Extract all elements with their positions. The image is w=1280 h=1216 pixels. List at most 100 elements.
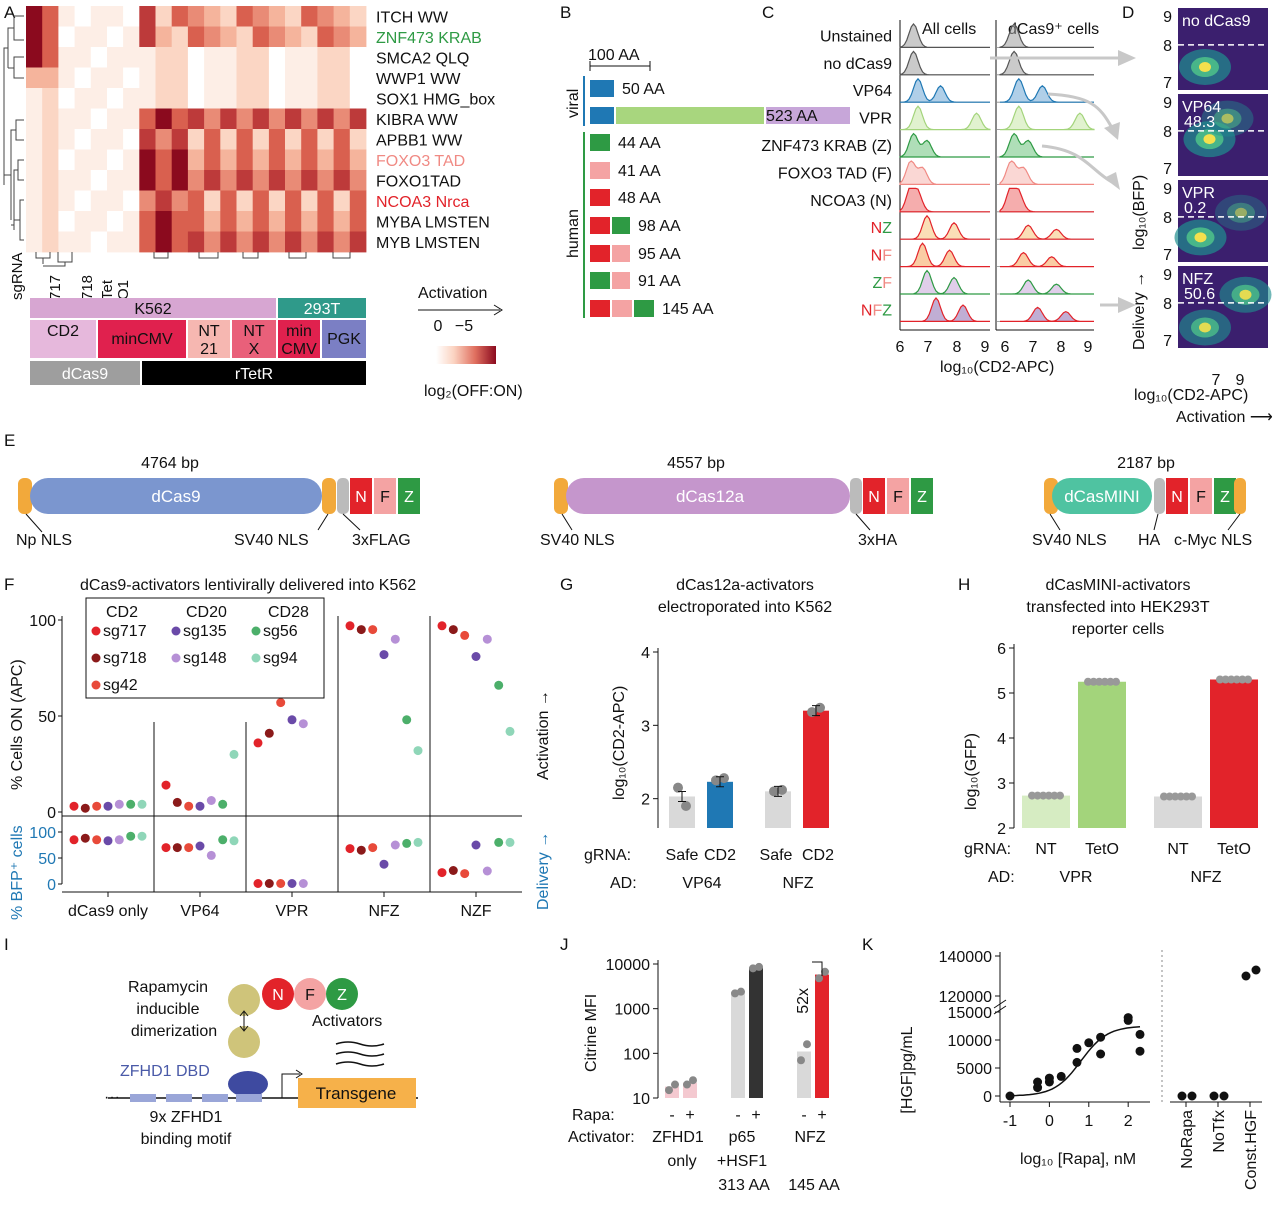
dimerizer-top — [228, 984, 260, 1016]
legend-title: Activation — [418, 285, 487, 302]
d-xlabel2: Activation ⟶ — [1176, 409, 1273, 426]
heatmap-cell — [155, 211, 173, 232]
h-ad-0: VPR — [1060, 869, 1093, 886]
panel-d-label: D — [1122, 3, 1134, 22]
histogram — [1000, 251, 1094, 268]
f-point-on — [460, 630, 470, 640]
f-point-bfp — [448, 866, 458, 875]
k-ytick-label: 5000 — [956, 1061, 992, 1078]
heatmap-cell — [285, 47, 302, 68]
heatmap-cell — [220, 26, 237, 48]
histogram — [999, 50, 1094, 76]
reporter-mincmv-bar — [98, 320, 186, 358]
heatmap-cell — [317, 231, 334, 253]
density-peak — [1235, 207, 1247, 218]
density-value: 0.2 — [1184, 200, 1206, 217]
density-peak — [1239, 289, 1252, 300]
f-scatter-plot: 0 0 50 50 100 100 dCas9 only VP64 VPR NFZ NZF CD2 CD… — [29, 597, 522, 920]
heatmap-cell — [26, 47, 43, 68]
c-xtick-7b: 7 — [1029, 339, 1038, 356]
heatmap-cell — [107, 26, 124, 48]
h-ytick-label: 4 — [997, 731, 1006, 748]
h-point — [1171, 792, 1180, 801]
heatmap-cell — [58, 67, 75, 89]
k-point — [1033, 1077, 1043, 1087]
heatmap-cell — [333, 190, 351, 212]
f-point-bfp — [345, 844, 355, 854]
heatmap-row-label: APBB1 WW — [376, 132, 463, 149]
panel-h-label: H — [958, 575, 970, 594]
g-ad-1: NFZ — [782, 875, 813, 892]
heatmap-cell — [26, 211, 43, 232]
panel-f: F dCas9-activators lentivirally delivere… — [4, 575, 552, 920]
heatmap-cell — [301, 170, 318, 191]
heatmap-cell — [74, 129, 92, 150]
nfz-domain-label: N — [868, 489, 880, 506]
h-ytick-label: 5 — [997, 686, 1006, 703]
c-xtick-9b: 9 — [1084, 339, 1093, 356]
heatmap-row-label: KIBRA WW — [376, 112, 459, 129]
h-bar-chart: 6 5 4 3 2 — [997, 641, 1258, 838]
k-point — [1084, 1038, 1094, 1048]
heatmap-cell — [333, 6, 351, 27]
f-point-bfp — [471, 840, 481, 850]
heatmap-cell — [26, 6, 43, 27]
heatmap-cell — [74, 26, 92, 48]
g-bar-chart: 4 3 2 — [641, 645, 829, 828]
heatmap-cell — [139, 231, 156, 253]
h-point — [1221, 675, 1230, 684]
d-ytick: 8 — [1163, 38, 1172, 55]
heatmap-cell — [268, 149, 286, 171]
heatmap-cell — [90, 6, 108, 27]
heatmap-cell — [349, 108, 367, 130]
k-ytick-label: 140000 — [939, 949, 992, 966]
h-point — [1227, 675, 1236, 684]
histogram — [999, 187, 1094, 213]
histogram — [999, 160, 1094, 185]
heatmap-cell — [236, 149, 254, 171]
heatmap-cell — [252, 47, 270, 68]
heatmap-cell — [74, 190, 92, 212]
legend-colorbar — [436, 346, 496, 364]
histogram-row-label: no dCas9 — [824, 56, 893, 73]
293t-label: 293T — [304, 301, 341, 318]
domain-segment — [634, 300, 654, 317]
heatmap-cell — [139, 67, 156, 89]
j-point — [737, 987, 745, 996]
activators-label: Activators — [312, 1013, 382, 1030]
nfz-domain — [1214, 478, 1236, 514]
c-xtick-9a: 9 — [981, 339, 990, 356]
h-bar — [1022, 795, 1070, 828]
dcasmini-nls-label: SV40 NLS — [1032, 532, 1107, 549]
f-point-bfp — [356, 845, 366, 855]
heatmap-cell — [236, 231, 254, 253]
heatmap-cell — [236, 88, 254, 109]
heatmap-cell — [220, 88, 237, 109]
heatmap-cell — [155, 88, 173, 109]
heatmap-cell — [349, 47, 367, 68]
j-rapa-sign: + — [751, 1107, 760, 1124]
f-point-bfp — [69, 835, 79, 845]
f-point-bfp — [298, 879, 308, 888]
f-point-on — [103, 801, 113, 811]
g-point — [681, 801, 691, 811]
h-point — [1106, 677, 1115, 686]
domain-segment — [612, 272, 630, 289]
d-ytick: 7 — [1163, 247, 1172, 264]
heatmap-cell — [252, 170, 270, 191]
f-point-bfp — [229, 836, 239, 846]
j-act3: NFZ — [794, 1129, 825, 1146]
histogram — [899, 160, 990, 185]
heatmap-cell — [58, 47, 75, 68]
heatmap-cell — [317, 26, 334, 48]
cmyc-nls-block — [1234, 478, 1246, 514]
f-point-bfp — [494, 837, 504, 847]
heatmap-cell — [333, 211, 351, 232]
h-bar — [1154, 796, 1202, 828]
reporter-pgk-bar — [322, 320, 366, 358]
heatmap-cell — [285, 190, 302, 212]
j-act2c: 313 AA — [718, 1177, 770, 1194]
heatmap-cell — [58, 108, 75, 130]
j-fold-label: 52x — [795, 988, 812, 1014]
h-bar — [1078, 681, 1126, 828]
